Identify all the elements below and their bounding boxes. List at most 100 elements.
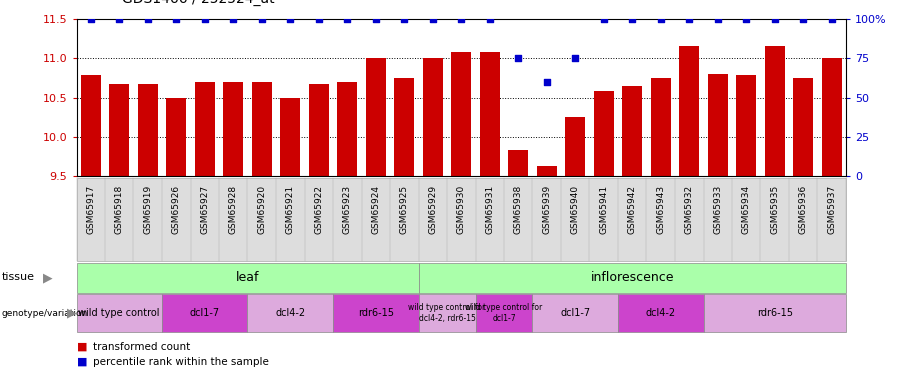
Text: dcl1-7: dcl1-7 <box>190 308 220 318</box>
Bar <box>622 86 643 176</box>
Text: GSM65927: GSM65927 <box>200 185 209 234</box>
Point <box>369 16 383 22</box>
Text: dcl4-2: dcl4-2 <box>645 308 676 318</box>
Text: GSM65936: GSM65936 <box>799 185 808 234</box>
Text: GSM65925: GSM65925 <box>400 185 409 234</box>
Point <box>112 16 126 22</box>
Bar <box>166 98 186 176</box>
Bar <box>594 91 614 176</box>
Text: rdr6-15: rdr6-15 <box>757 308 793 318</box>
Text: GSM65923: GSM65923 <box>343 185 352 234</box>
Text: genotype/variation: genotype/variation <box>2 309 88 318</box>
Bar <box>309 84 328 176</box>
Text: ■: ■ <box>76 342 87 352</box>
Bar <box>252 82 272 176</box>
Text: GSM65939: GSM65939 <box>542 185 551 234</box>
Text: GSM65924: GSM65924 <box>372 185 381 234</box>
Text: GSM65930: GSM65930 <box>456 185 466 234</box>
Text: tissue: tissue <box>2 273 35 282</box>
Point <box>625 16 639 22</box>
Point <box>824 16 839 22</box>
Text: GSM65928: GSM65928 <box>229 185 238 234</box>
Bar <box>394 78 414 176</box>
Bar <box>109 84 130 176</box>
Text: wild type control for
dcl1-7: wild type control for dcl1-7 <box>465 303 543 323</box>
Bar <box>451 52 472 176</box>
Text: GSM65929: GSM65929 <box>428 185 437 234</box>
Text: GSM65931: GSM65931 <box>485 185 494 234</box>
Text: inflorescence: inflorescence <box>590 271 674 284</box>
Point <box>169 16 184 22</box>
Text: GSM65938: GSM65938 <box>514 185 523 234</box>
Text: GSM65920: GSM65920 <box>257 185 266 234</box>
Point <box>482 16 497 22</box>
Text: dcl1-7: dcl1-7 <box>560 308 590 318</box>
Point <box>226 16 240 22</box>
Point <box>739 16 753 22</box>
Text: GSM65934: GSM65934 <box>742 185 751 234</box>
Text: GSM65919: GSM65919 <box>143 185 152 234</box>
Point <box>255 16 269 22</box>
Point <box>283 16 297 22</box>
Bar <box>280 98 301 176</box>
Point <box>711 16 725 22</box>
Point <box>768 16 782 22</box>
Text: GSM65921: GSM65921 <box>286 185 295 234</box>
Text: percentile rank within the sample: percentile rank within the sample <box>93 357 268 367</box>
Text: GSM65917: GSM65917 <box>86 185 95 234</box>
Bar <box>680 46 699 176</box>
Text: wild type control for
dcl4-2, rdr6-15: wild type control for dcl4-2, rdr6-15 <box>409 303 486 323</box>
Bar <box>194 82 215 176</box>
Text: rdr6-15: rdr6-15 <box>358 308 394 318</box>
Bar <box>707 74 728 176</box>
Bar <box>765 46 785 176</box>
Point <box>511 55 526 61</box>
Point <box>426 16 440 22</box>
Text: ▶: ▶ <box>67 307 76 320</box>
Bar <box>365 58 386 176</box>
Point <box>568 55 582 61</box>
Bar <box>822 58 842 176</box>
Point <box>796 16 810 22</box>
Point <box>682 16 697 22</box>
Point <box>198 16 212 22</box>
Point <box>454 16 468 22</box>
Text: GSM65940: GSM65940 <box>571 185 580 234</box>
Point <box>653 16 668 22</box>
Text: GSM65943: GSM65943 <box>656 185 665 234</box>
Bar <box>651 78 670 176</box>
Point <box>311 16 326 22</box>
Text: GSM65935: GSM65935 <box>770 185 779 234</box>
Bar <box>338 82 357 176</box>
Bar <box>480 52 500 176</box>
Text: GSM65941: GSM65941 <box>599 185 608 234</box>
Bar <box>536 166 557 176</box>
Point <box>340 16 355 22</box>
Bar <box>565 117 585 176</box>
Bar <box>508 150 528 176</box>
Bar <box>736 75 756 176</box>
Text: GSM65942: GSM65942 <box>627 185 636 234</box>
Text: transformed count: transformed count <box>93 342 190 352</box>
Text: GSM65926: GSM65926 <box>172 185 181 234</box>
Text: GDS1466 / 252524_at: GDS1466 / 252524_at <box>122 0 274 6</box>
Text: GSM65922: GSM65922 <box>314 185 323 234</box>
Text: GSM65933: GSM65933 <box>713 185 722 234</box>
Point <box>397 16 411 22</box>
Text: GSM65937: GSM65937 <box>827 185 836 234</box>
Point <box>84 16 98 22</box>
Bar <box>793 78 814 176</box>
Bar <box>138 84 157 176</box>
Text: wild type control: wild type control <box>78 308 160 318</box>
Text: dcl4-2: dcl4-2 <box>275 308 305 318</box>
Text: GSM65932: GSM65932 <box>685 185 694 234</box>
Text: GSM65918: GSM65918 <box>115 185 124 234</box>
Bar <box>223 82 243 176</box>
Bar <box>81 75 101 176</box>
Point <box>597 16 611 22</box>
Point <box>140 16 155 22</box>
Text: leaf: leaf <box>236 271 259 284</box>
Bar <box>423 58 443 176</box>
Text: ■: ■ <box>76 357 87 367</box>
Point <box>540 79 554 85</box>
